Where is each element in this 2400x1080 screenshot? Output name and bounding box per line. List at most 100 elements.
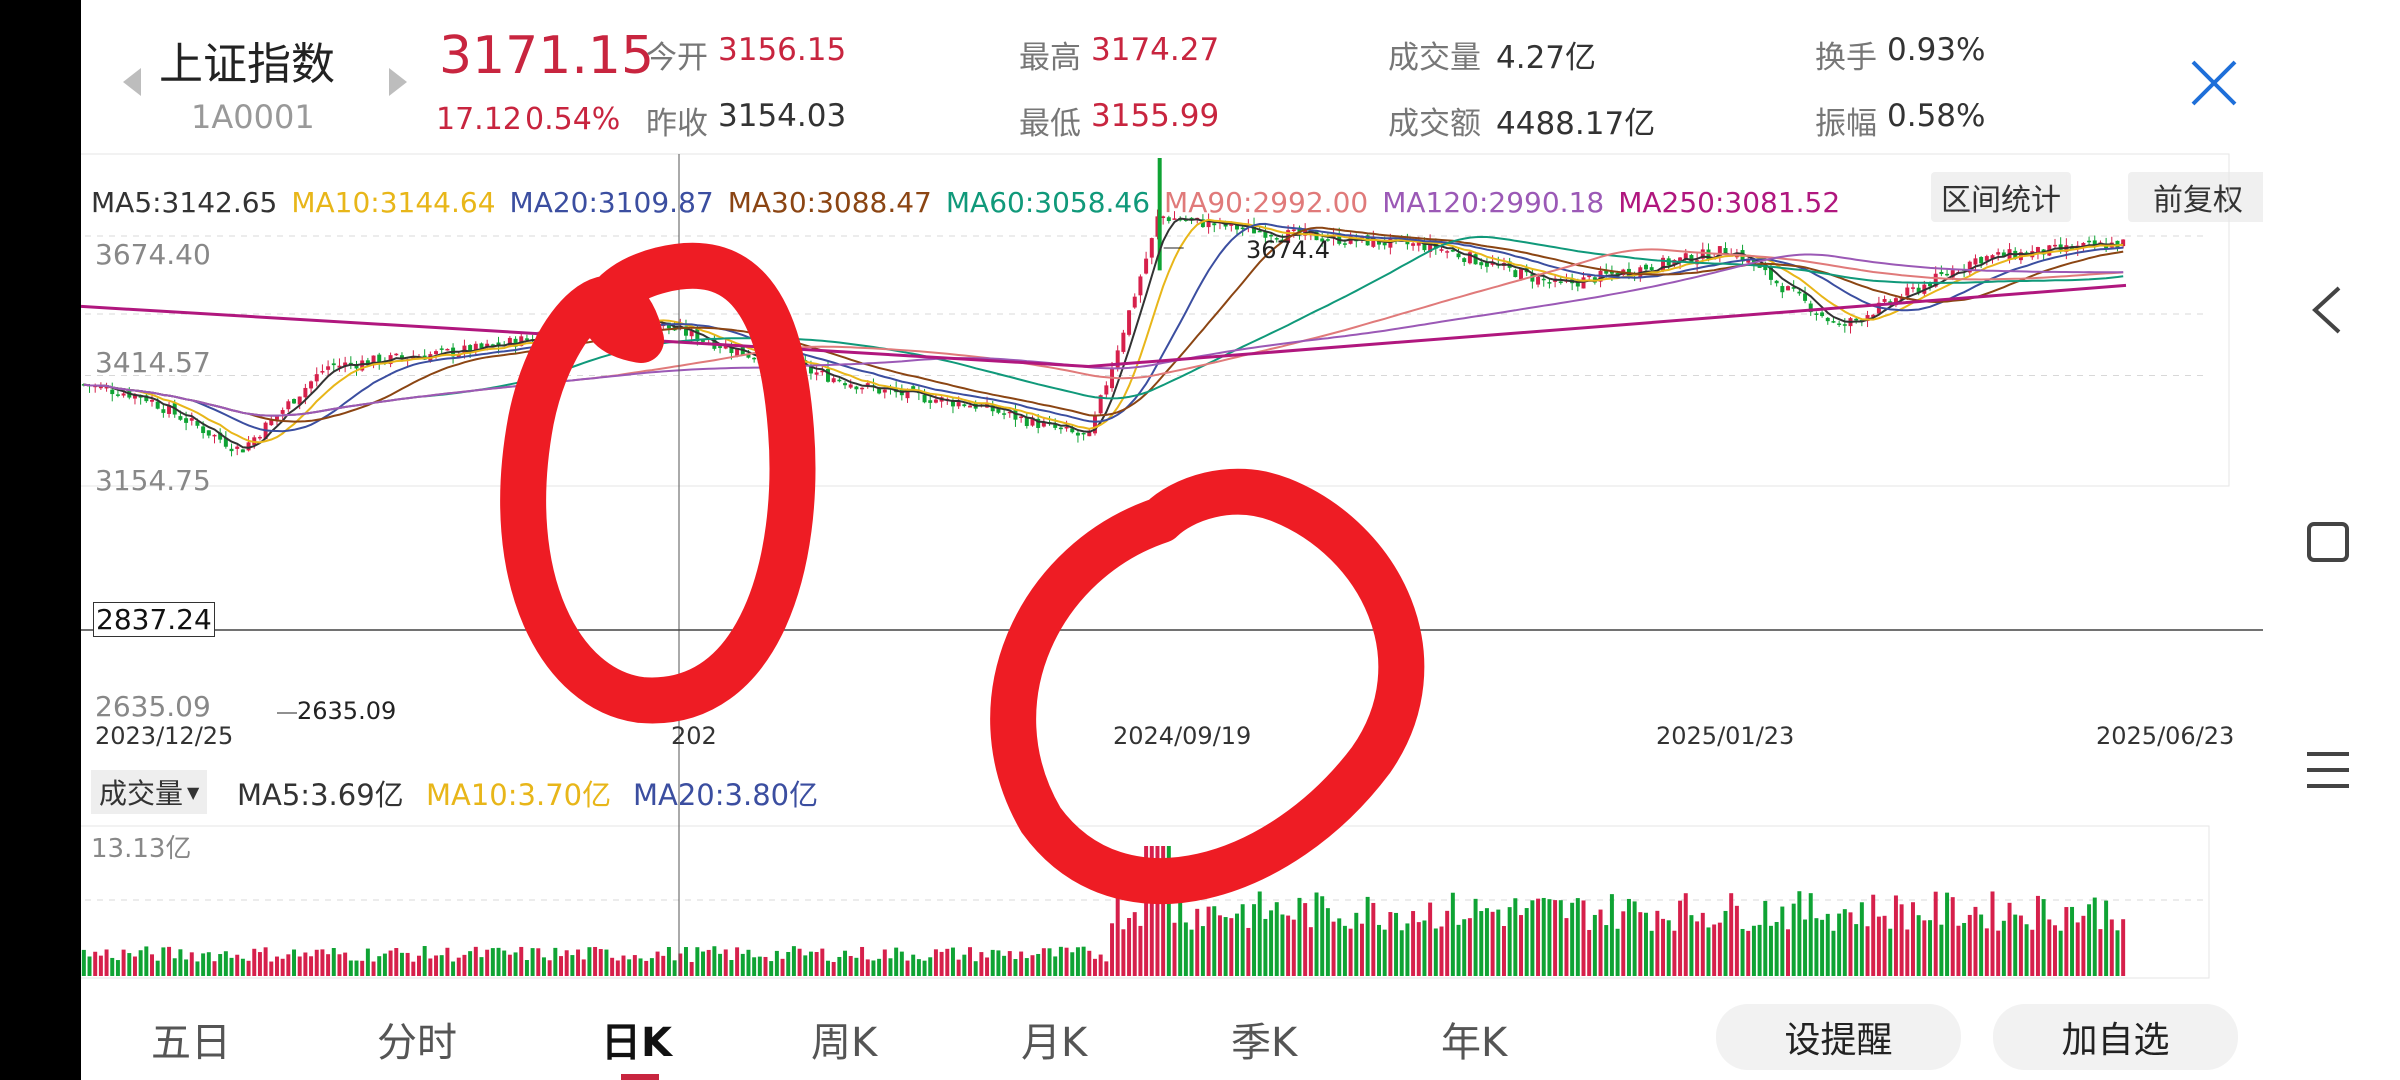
- volume-bar: [1490, 911, 1495, 976]
- volume-bar: [962, 954, 967, 976]
- volume-bar: [1144, 846, 1149, 976]
- volume-bar: [388, 950, 393, 976]
- volume-bar: [1240, 904, 1245, 976]
- close-icon[interactable]: [2189, 58, 2239, 108]
- volume-bar: [888, 958, 893, 976]
- volume-bar: [297, 956, 302, 976]
- volume-bar: [1110, 923, 1115, 976]
- volume-bar: [701, 951, 706, 976]
- candle-body: [928, 400, 933, 403]
- candle-body: [246, 442, 251, 451]
- volume-bar: [1910, 902, 1915, 976]
- interval-stats-button[interactable]: 区间统计: [1931, 172, 2071, 222]
- volume-selector[interactable]: 成交量 ▼: [91, 770, 208, 814]
- ma30-legend: MA30:3088.47: [727, 186, 932, 219]
- low-value: 3155.99: [1091, 98, 1220, 134]
- volume-bar: [365, 948, 370, 976]
- volume-bar: [1689, 915, 1694, 976]
- candle-body: [98, 386, 103, 389]
- ma120-line: [83, 253, 2124, 417]
- ma10-line: [83, 218, 2124, 444]
- candle-body: [411, 357, 416, 359]
- volume-bar: [1547, 899, 1552, 976]
- volume-bar: [735, 947, 740, 976]
- kline-chart[interactable]: [81, 0, 2263, 1080]
- adjust-button[interactable]: 前复权: [2128, 172, 2263, 222]
- tab-quarterly-k[interactable]: 季K: [1231, 1020, 1298, 1066]
- candle-body: [201, 426, 206, 434]
- candle-body: [292, 399, 297, 404]
- volume-bar: [1183, 922, 1188, 976]
- x-label-crosshair: 202: [671, 722, 717, 750]
- volume-bar: [314, 949, 319, 976]
- candle-body: [161, 409, 166, 413]
- triangle-right-icon[interactable]: [383, 64, 411, 100]
- tab-yearly-k[interactable]: 年K: [1441, 1020, 1508, 1066]
- triangle-left-icon[interactable]: [119, 64, 147, 100]
- tab-monthly-k[interactable]: 月K: [1021, 1020, 1088, 1066]
- tab-daily-k[interactable]: 日K: [601, 1020, 672, 1066]
- volume-bar: [854, 957, 859, 976]
- volume-bar: [695, 947, 700, 976]
- menu-lines-icon[interactable]: [2303, 740, 2353, 800]
- tab-five-day[interactable]: 五日: [151, 1020, 231, 1066]
- price-change: 17.12: [436, 102, 522, 137]
- candle-body: [1979, 257, 1984, 264]
- candle-body: [1905, 287, 1910, 296]
- candle-body: [354, 364, 359, 369]
- volume-bar: [1729, 893, 1734, 976]
- volume-bar: [1644, 912, 1648, 976]
- volume-bar: [1740, 928, 1745, 976]
- volume-bar: [1200, 926, 1205, 976]
- volume-bar: [2013, 914, 2018, 976]
- dropdown-triangle-icon: ▼: [187, 782, 200, 802]
- volume-bar: [837, 956, 842, 976]
- candle-body: [1831, 321, 1836, 323]
- volume-bar: [1797, 891, 1802, 976]
- candle-body: [1536, 276, 1541, 285]
- volume-bar: [1394, 912, 1399, 976]
- candle-body: [167, 405, 172, 414]
- volume-bar: [1905, 929, 1910, 976]
- candle-body: [434, 351, 439, 355]
- candle-body: [723, 345, 728, 349]
- volume-bar: [1803, 919, 1808, 976]
- volume-bar: [644, 960, 649, 976]
- volume-bar: [235, 954, 240, 976]
- volume-bar: [1019, 951, 1024, 976]
- candle-body: [1950, 270, 1955, 278]
- candle-body: [911, 386, 916, 390]
- volume-bar: [604, 949, 609, 976]
- tab-intraday[interactable]: 分时: [377, 1020, 457, 1066]
- candle-body: [1984, 256, 1989, 261]
- home-square-icon[interactable]: [2303, 512, 2353, 572]
- candle-body: [218, 432, 223, 440]
- volume-bar: [1541, 897, 1546, 976]
- candle-body: [1382, 242, 1387, 246]
- volume-bar: [564, 950, 569, 976]
- set-alert-button[interactable]: 设提醒: [1716, 1004, 1961, 1070]
- volume-bar: [661, 955, 666, 976]
- candle-body: [206, 430, 211, 436]
- prev-close-label: 昨收: [646, 106, 708, 142]
- candle-body: [1649, 267, 1654, 271]
- candle-body: [701, 340, 706, 342]
- volume-bar: [417, 955, 421, 976]
- volume-bar: [507, 954, 512, 976]
- add-watchlist-button[interactable]: 加自选: [1993, 1004, 2238, 1070]
- volume-bar: [360, 960, 365, 976]
- tab-weekly-k[interactable]: 周K: [811, 1020, 878, 1066]
- candle-body: [1825, 317, 1830, 322]
- candle-body: [729, 348, 734, 354]
- volume-bar: [985, 957, 990, 976]
- volume-bar: [615, 960, 620, 976]
- candle-body: [1127, 310, 1132, 335]
- volume-bar: [1683, 893, 1688, 976]
- candle-body: [1439, 249, 1444, 251]
- candle-body: [1036, 418, 1041, 428]
- candle-body: [280, 410, 285, 414]
- volume-bar: [1263, 918, 1268, 976]
- candle-body: [269, 419, 274, 426]
- back-chevron-icon[interactable]: [2303, 280, 2353, 340]
- volume-bar: [1280, 914, 1285, 976]
